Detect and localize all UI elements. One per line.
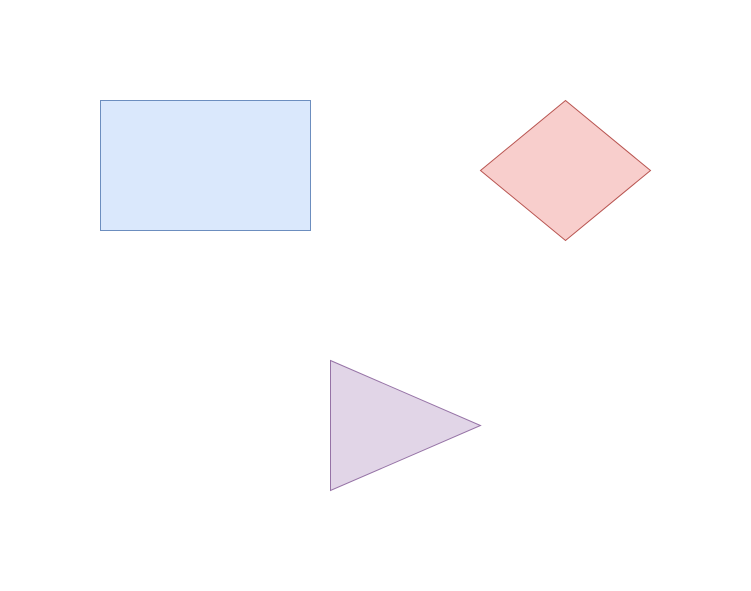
purple-triangle-shape[interactable] bbox=[330, 359, 482, 492]
blue-rectangle-shape[interactable] bbox=[100, 100, 311, 231]
red-diamond-shape[interactable] bbox=[479, 99, 652, 242]
